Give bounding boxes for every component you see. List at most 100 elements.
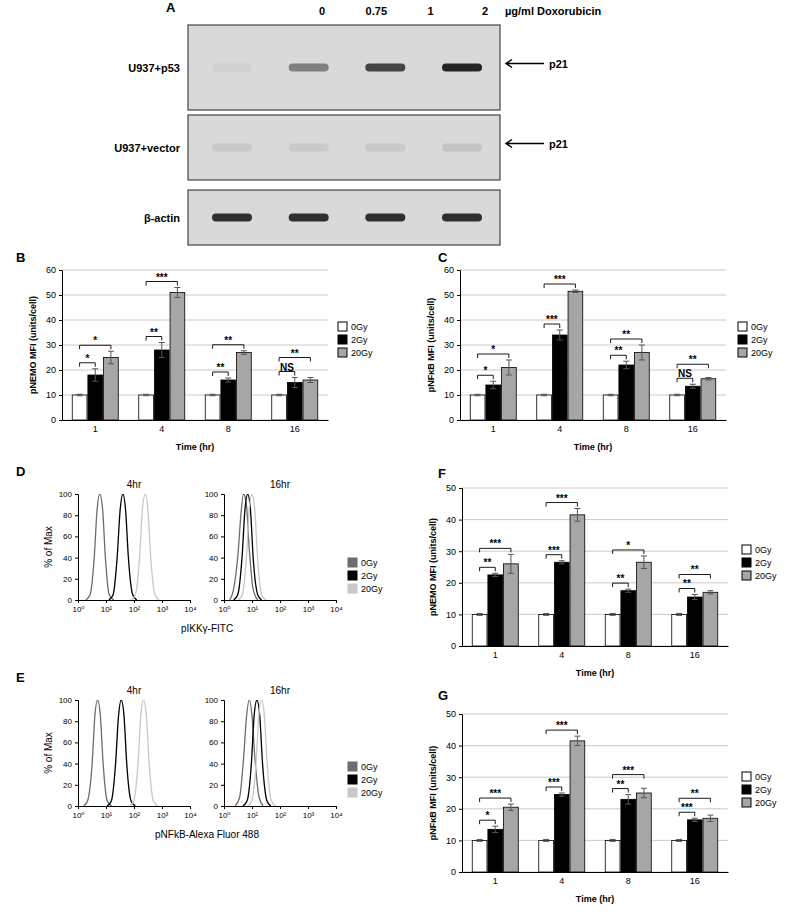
legend-swatch [348,762,357,771]
panel-label: C [438,250,448,265]
error-bar [241,351,247,355]
error-bar [159,343,165,358]
tick-label: 10⁰ [72,811,84,820]
significance-label: ** [691,564,699,575]
tick-mark [59,295,62,296]
axis: 10⁰10¹10²10³10⁴ [72,600,197,614]
tick-mark [221,785,224,786]
tick-label: 1 [93,424,98,434]
tick-mark [459,614,462,615]
axis-title: pNEMO MFI (units/cell) [428,518,438,616]
panel-label: E [16,670,25,685]
tick-mark [457,295,460,296]
error-bar [705,378,711,381]
axis-title: pIKKγ-FITC [181,623,233,634]
error-bar [77,394,83,396]
error-bar [692,594,698,599]
significance-label: ** [617,573,625,584]
legend-label: 2Gy [751,335,768,345]
axis-line [59,271,63,421]
error-bar [490,381,496,389]
figure: 00.7512µg/ml DoxorubicinU937+p53U937+vec… [0,0,800,922]
error-bar [174,288,180,298]
tick: 30 [444,340,460,350]
tick-mark [221,494,224,495]
tick: 10¹ [247,600,259,614]
tick-label: 4 [159,424,164,434]
tick-mark [459,746,462,747]
tick: 10⁰ [72,806,84,820]
tick-label: 20 [444,365,454,375]
tick-label: 60 [46,265,56,275]
tick: 10³ [303,806,315,820]
tick-label: 10³ [303,811,315,820]
bar [621,591,636,646]
tick: 40 [209,760,224,769]
bar [539,840,554,872]
significance-label: ** [291,348,299,359]
axis: 14816 [463,873,729,887]
tick: 10⁴ [330,806,343,820]
tick: 40 [446,515,462,525]
tick: 20 [446,804,462,814]
tick-label: 10³ [157,605,169,614]
tick-label: 100 [205,696,219,705]
legend: 0Gy2Gy20Gy [742,545,777,581]
bar [470,395,485,420]
tick: 10² [275,806,287,820]
legend-label: 0Gy [751,322,768,332]
tick-label: 40 [63,554,72,563]
axis-title: Time (hr) [574,442,612,452]
arrow [506,140,544,148]
legend-swatch [738,348,747,357]
legend-label: 2Gy [755,785,772,795]
tick: 50 [46,290,62,300]
axis-title: % of Max [43,732,54,774]
tick-mark [459,872,462,873]
plot-area [86,494,159,600]
axis-line [63,420,329,421]
tick: 10³ [157,806,169,820]
tick: 8 [626,876,631,886]
tick-mark [459,488,462,489]
axis-line [75,495,79,601]
bar [687,597,702,646]
bar [637,562,652,646]
bar [303,380,318,420]
bar [619,365,634,420]
tick-mark [134,600,135,603]
tick: 40 [46,315,62,325]
tick-label: 0 [68,596,73,605]
tick-mark [459,646,462,647]
panel-label: B [16,250,25,265]
tick-label: 30 [446,547,456,557]
bar [488,575,503,646]
error-bar [210,394,216,396]
tick-label: 20 [63,781,72,790]
annotation: p21 [549,138,568,150]
tick: 10¹ [101,806,113,820]
significance-label: NS [678,368,692,379]
tick-label: 10⁰ [72,605,84,614]
row-label: U937+vector [114,142,180,154]
tick-mark [252,600,253,603]
tick: 10³ [157,600,169,614]
tick-mark [308,806,309,809]
legend-label: 20Gy [361,788,383,798]
band [365,64,405,72]
bar [104,358,119,421]
axis-line [225,601,337,604]
legend-swatch [348,775,357,784]
tick: 80 [63,717,78,726]
error-bar [543,613,549,615]
tick-mark [75,600,78,601]
tick: 4 [159,424,164,434]
tick-label: 8 [626,650,631,660]
bar [537,395,552,420]
bar [287,383,302,421]
tick-label: 10² [129,605,141,614]
error-bar [543,839,549,841]
error-bar [625,795,631,804]
tick-label: 10² [275,605,287,614]
legend-swatch [348,558,357,567]
